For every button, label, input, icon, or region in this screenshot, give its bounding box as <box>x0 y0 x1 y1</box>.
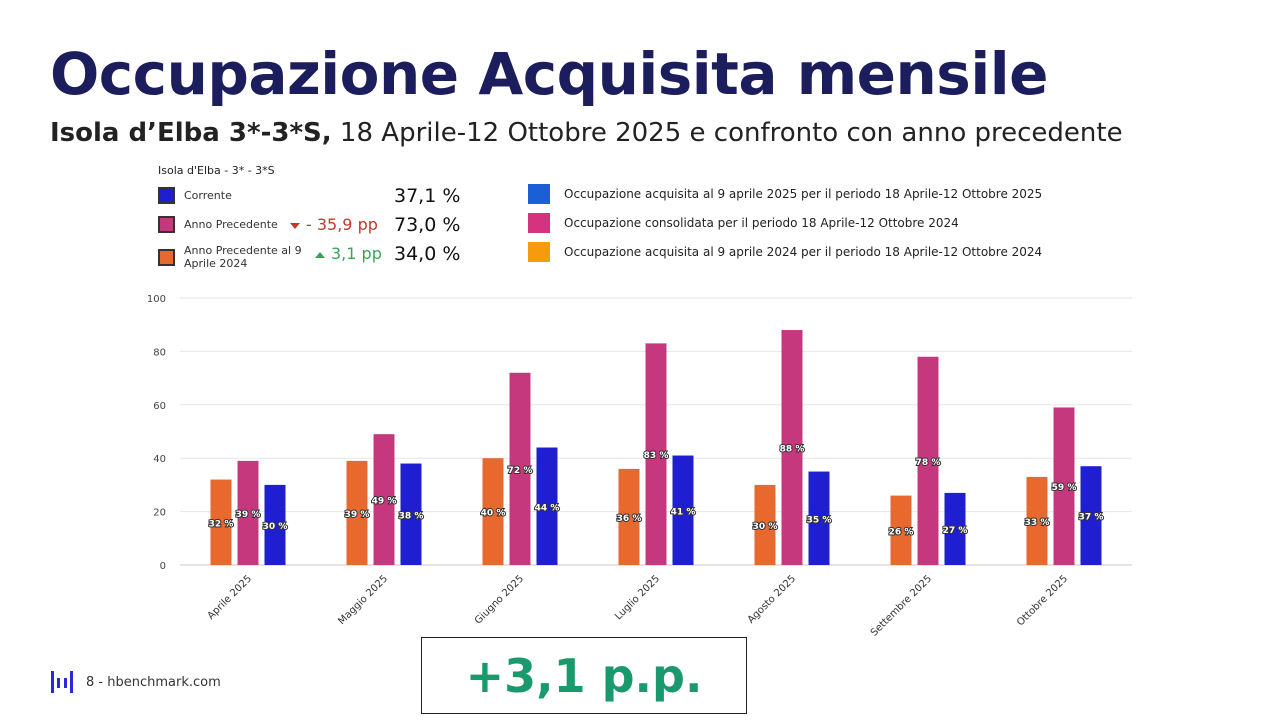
bar-prev_at_date <box>618 468 640 565</box>
kpi-swatch-current <box>158 187 175 204</box>
data-label: 30 % <box>753 522 778 532</box>
y-tick-label: 40 <box>153 454 166 465</box>
data-label: 27 % <box>943 526 968 536</box>
legend-label-previous-at-date: Occupazione acquisita al 9 aprile 2024 p… <box>564 245 1043 259</box>
y-tick-label: 60 <box>153 401 166 412</box>
data-label: 40 % <box>481 509 506 519</box>
kpi-row-previous: Anno Precedente <box>158 216 278 233</box>
y-tick-label: 0 <box>160 561 166 572</box>
bar-prev_at_date <box>210 479 232 565</box>
bar-prev_at_date <box>890 495 912 565</box>
x-tick-label: Agosto 2025 <box>746 573 798 625</box>
data-label: 39 % <box>345 510 370 520</box>
bar-current <box>400 463 422 565</box>
data-label: 26 % <box>889 527 914 537</box>
bar-prev_at_date <box>754 484 776 565</box>
data-label: 32 % <box>209 519 234 529</box>
data-label: 30 % <box>263 522 288 532</box>
kpi-delta-previous-at-date: 3,1 pp <box>315 244 382 263</box>
legend-swatch-current <box>528 184 550 204</box>
kpi-row-previous-at-date: Anno Precedente al 9 Aprile 2024 <box>158 244 304 270</box>
y-tick-label: 80 <box>153 347 166 358</box>
footer-text: 8 - hbenchmark.com <box>86 674 221 690</box>
bar-prev_consolidated <box>1053 407 1075 565</box>
data-label: 72 % <box>508 466 533 476</box>
data-label: 37 % <box>1079 513 1104 523</box>
kpi-swatch-previous-at-date <box>158 248 175 266</box>
footer: 8 - hbenchmark.com <box>50 670 221 694</box>
page-subtitle: Isola d’Elba 3*-3*S, 18 Aprile-12 Ottobr… <box>50 118 1123 148</box>
bar-prev_at_date <box>482 458 504 565</box>
data-label: 33 % <box>1025 518 1050 528</box>
bar-current <box>536 447 558 565</box>
kpi-delta-previous-at-date-text: 3,1 pp <box>331 244 382 263</box>
bar-prev_consolidated <box>237 460 259 565</box>
kpi-swatch-previous <box>158 216 175 233</box>
data-label: 36 % <box>617 514 642 524</box>
x-tick-label: Settembre 2025 <box>869 573 934 638</box>
legend-label-current: Occupazione acquisita al 9 aprile 2025 p… <box>564 187 1043 201</box>
bar-prev_at_date <box>346 460 368 565</box>
bar-prev_consolidated <box>509 372 531 565</box>
bar-prev_consolidated <box>917 356 939 565</box>
data-label: 44 % <box>535 503 560 513</box>
data-label: 35 % <box>807 515 832 525</box>
hbenchmark-logo-icon <box>51 671 73 693</box>
x-tick-label: Maggio 2025 <box>336 573 390 627</box>
data-label: 39 % <box>236 510 261 520</box>
kpi-delta-previous: - 35,9 pp <box>290 215 378 234</box>
highlight-box: +3,1 p.p. <box>421 637 747 714</box>
y-tick-label: 100 <box>147 294 166 305</box>
legend-swatch-consolidated <box>528 213 550 233</box>
bar-current <box>1080 466 1102 565</box>
y-tick-label: 20 <box>153 508 166 519</box>
kpi-row-current: Corrente <box>158 187 232 204</box>
kpi-label-current: Corrente <box>184 189 232 202</box>
data-label: 49 % <box>372 497 397 507</box>
bar-current <box>672 455 694 565</box>
subtitle-period: 18 Aprile-12 Ottobre 2025 e confronto co… <box>331 118 1123 148</box>
bar-current <box>808 471 830 565</box>
legend-item-consolidated: Occupazione consolidata per il periodo 1… <box>528 213 959 233</box>
bar-current <box>944 492 966 565</box>
trend-up-icon <box>315 251 325 258</box>
bar-prev_at_date <box>1026 476 1048 565</box>
x-tick-label: Giugno 2025 <box>473 573 526 626</box>
kpi-delta-previous-text: - 35,9 pp <box>306 215 378 234</box>
kpi-value-previous-at-date: 34,0 % <box>394 243 461 265</box>
data-label: 59 % <box>1052 483 1077 493</box>
x-tick-label: Aprile 2025 <box>206 573 255 622</box>
kpi-caption: Isola d'Elba - 3* - 3*S <box>158 164 275 177</box>
data-label: 38 % <box>399 511 424 521</box>
legend-swatch-previous-at-date <box>528 242 550 262</box>
data-label: 41 % <box>671 507 696 517</box>
data-label: 83 % <box>644 451 669 461</box>
data-label: 78 % <box>916 458 941 468</box>
kpi-value-current: 37,1 % <box>394 185 461 207</box>
kpi-value-previous: 73,0 % <box>394 214 461 236</box>
trend-down-icon <box>290 222 300 229</box>
x-tick-label: Ottobre 2025 <box>1015 573 1070 628</box>
kpi-label-previous-at-date: Anno Precedente al 9 Aprile 2024 <box>184 244 302 270</box>
x-tick-label: Luglio 2025 <box>613 573 662 622</box>
subtitle-location: Isola d’Elba 3*-3*S, <box>50 118 332 148</box>
data-label: 88 % <box>780 445 805 455</box>
legend-label-consolidated: Occupazione consolidata per il periodo 1… <box>564 216 959 230</box>
legend-item-current: Occupazione acquisita al 9 aprile 2025 p… <box>528 184 1042 204</box>
bar-prev_consolidated <box>373 434 395 565</box>
legend-item-previous-at-date: Occupazione acquisita al 9 aprile 2024 p… <box>528 242 1042 262</box>
bar-current <box>264 484 286 565</box>
page-title: Occupazione Acquisita mensile <box>50 40 1048 108</box>
bar-prev_consolidated <box>781 330 803 565</box>
bar-prev_consolidated <box>645 343 667 565</box>
kpi-label-previous: Anno Precedente <box>184 218 278 231</box>
